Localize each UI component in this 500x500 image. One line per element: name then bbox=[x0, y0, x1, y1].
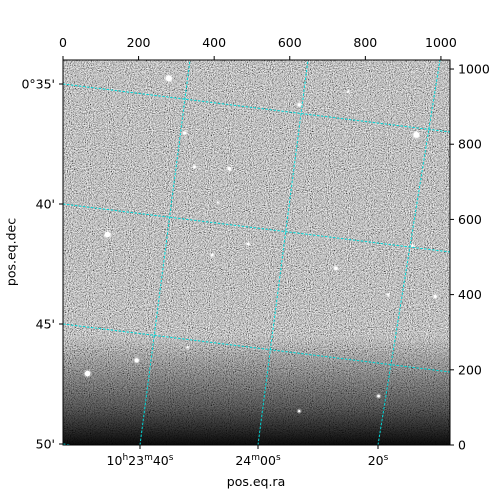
top-tick-label: 0 bbox=[59, 35, 67, 50]
star bbox=[298, 409, 301, 413]
right-tick-label: 800 bbox=[458, 137, 482, 152]
top-tick-label: 200 bbox=[127, 35, 151, 50]
star bbox=[246, 242, 250, 246]
top-tick-label: 400 bbox=[202, 35, 226, 50]
star bbox=[193, 165, 196, 169]
sky-image bbox=[63, 60, 450, 445]
y-axis-label: pos.eq.dec bbox=[4, 218, 19, 286]
top-tick-label: 800 bbox=[353, 35, 377, 50]
image-bottom-shade bbox=[63, 60, 450, 445]
ra-tick-label: 10h23m40s bbox=[107, 453, 174, 468]
star bbox=[297, 103, 301, 107]
star bbox=[216, 201, 219, 204]
dec-tick-label: 40' bbox=[36, 197, 55, 212]
star bbox=[386, 293, 390, 296]
star bbox=[413, 131, 420, 138]
star bbox=[134, 358, 139, 363]
dec-tick-label: 50' bbox=[36, 437, 55, 452]
right-tick-label: 1000 bbox=[458, 62, 490, 77]
star bbox=[227, 166, 232, 171]
x-axis-label: pos.eq.ra bbox=[227, 474, 285, 489]
star bbox=[186, 346, 189, 349]
dec-tick-label: 0°35' bbox=[21, 77, 55, 92]
ra-tick-label: 20s bbox=[368, 453, 389, 468]
star bbox=[183, 131, 187, 135]
top-tick-label: 1000 bbox=[425, 35, 457, 50]
star bbox=[104, 231, 111, 238]
right-tick-label: 200 bbox=[458, 362, 482, 377]
dec-grid-line bbox=[63, 203, 450, 253]
dec-tick-label: 45' bbox=[36, 317, 55, 332]
dec-grid-line bbox=[63, 323, 450, 373]
star bbox=[210, 253, 214, 257]
ra-tick-label: 24m00s bbox=[235, 453, 281, 468]
star bbox=[334, 266, 338, 271]
top-tick-label: 600 bbox=[278, 35, 302, 50]
plot-frame bbox=[62, 59, 451, 446]
ra-grid-line bbox=[139, 60, 191, 445]
right-tick-label: 0 bbox=[458, 438, 466, 453]
dec-grid-line bbox=[63, 83, 450, 133]
star bbox=[84, 370, 91, 377]
right-tick-label: 600 bbox=[458, 212, 482, 227]
star bbox=[433, 294, 437, 299]
ra-grid-line bbox=[257, 60, 309, 445]
star bbox=[165, 75, 172, 82]
right-tick-label: 400 bbox=[458, 287, 482, 302]
star bbox=[347, 90, 350, 93]
ra-grid-line bbox=[377, 60, 441, 445]
star bbox=[377, 394, 380, 398]
star bbox=[411, 244, 414, 247]
